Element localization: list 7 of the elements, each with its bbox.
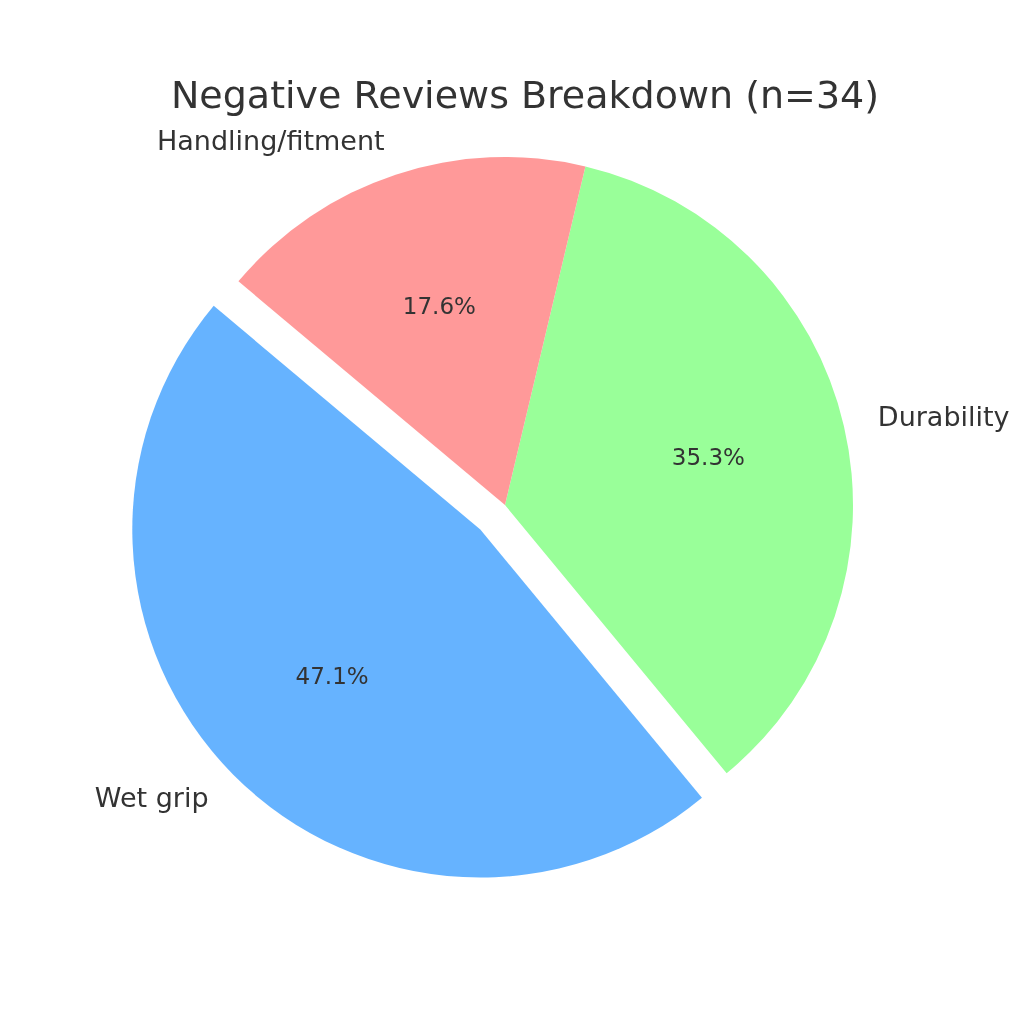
slice-label: Durability <box>877 401 1010 433</box>
chart-title: Negative Reviews Breakdown (n=34) <box>170 72 880 117</box>
slice-label: Handling/fitment <box>157 124 385 156</box>
data-label: 17.6% <box>402 292 476 319</box>
data-label: 35.3% <box>671 443 745 470</box>
slice-label: Wet grip <box>94 782 209 814</box>
data-label: 47.1% <box>295 662 369 689</box>
